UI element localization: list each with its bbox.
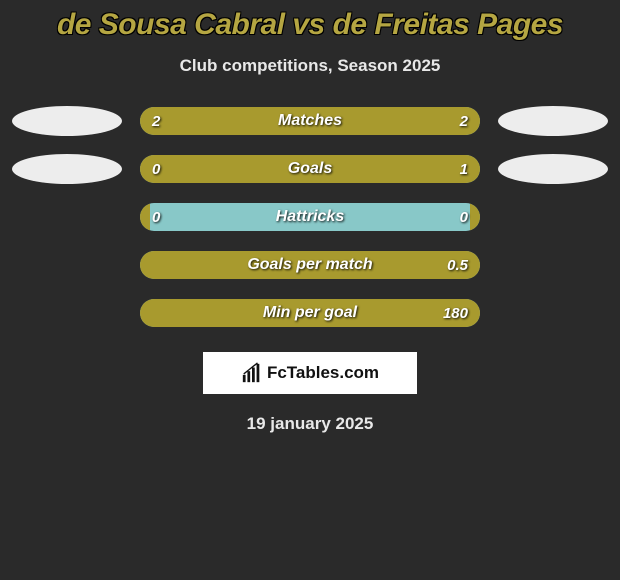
left-ellipse	[12, 154, 122, 184]
stat-row: 01Goals	[0, 154, 620, 184]
bar-label: Goals	[140, 155, 480, 183]
page-title: de Sousa Cabral vs de Freitas Pages	[0, 0, 620, 42]
right-ellipse	[498, 106, 608, 136]
stat-row: 22Matches	[0, 106, 620, 136]
bar-label: Hattricks	[140, 203, 480, 231]
bar-label: Matches	[140, 107, 480, 135]
date-text: 19 january 2025	[0, 414, 620, 434]
logo-box: FcTables.com	[203, 352, 417, 394]
stat-row: 180Min per goal	[0, 298, 620, 328]
left-ellipse	[12, 106, 122, 136]
stat-bar: 22Matches	[140, 107, 480, 135]
stat-bar: 0.5Goals per match	[140, 251, 480, 279]
stat-bar: 180Min per goal	[140, 299, 480, 327]
stat-row: 00Hattricks	[0, 202, 620, 232]
bar-label: Min per goal	[140, 299, 480, 327]
bar-label: Goals per match	[140, 251, 480, 279]
stat-bar: 01Goals	[140, 155, 480, 183]
logo-text: FcTables.com	[267, 363, 379, 383]
stat-bar: 00Hattricks	[140, 203, 480, 231]
chart-icon	[241, 362, 263, 384]
stat-row: 0.5Goals per match	[0, 250, 620, 280]
stats-rows: 22Matches 01Goals 00Hattricks 0.5Goals per …	[0, 106, 620, 328]
subtitle: Club competitions, Season 2025	[0, 56, 620, 76]
right-ellipse	[498, 154, 608, 184]
